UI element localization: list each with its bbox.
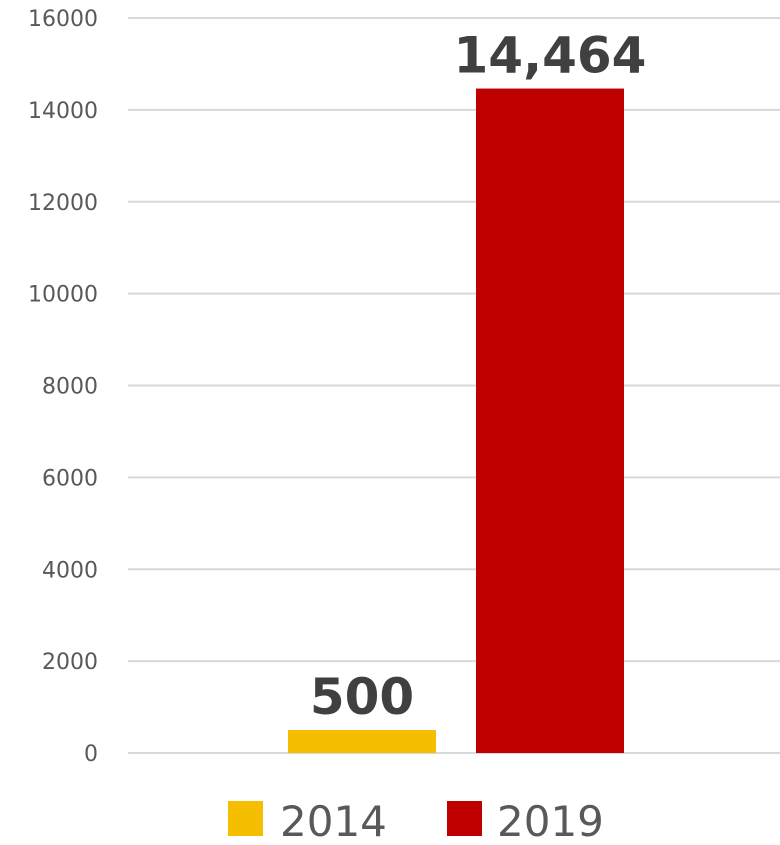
legend-label-2019: 2019 [497, 797, 604, 845]
bar-2014 [288, 730, 436, 753]
y-tick-label-0: 0 [84, 742, 98, 767]
data-label-2014: 500 [310, 668, 414, 726]
y-tick-label-12000: 12000 [28, 191, 98, 216]
y-tick-label-10000: 10000 [28, 283, 98, 308]
data-label-2019: 14,464 [454, 27, 647, 85]
legend-item-2019: 2019 [447, 797, 604, 845]
y-tick-label-8000: 8000 [42, 375, 98, 400]
y-tick-label-16000: 16000 [28, 7, 98, 32]
legend-swatch-2014 [228, 801, 263, 836]
legend-label-2014: 2014 [280, 797, 387, 845]
bar-2019 [476, 88, 624, 753]
bars [288, 88, 624, 753]
y-axis-tick-labels: 0 2000 4000 6000 8000 10000 12000 14000 16000 [28, 7, 98, 767]
gridlines [128, 17, 780, 754]
legend-item-2014: 2014 [228, 797, 387, 845]
y-tick-label-6000: 6000 [42, 466, 98, 491]
data-labels: 500 14,464 [310, 27, 647, 726]
legend: 2014 2019 [228, 797, 604, 845]
y-tick-label-2000: 2000 [42, 650, 98, 675]
y-tick-label-4000: 4000 [42, 558, 98, 583]
legend-swatch-2019 [447, 801, 482, 836]
y-tick-label-14000: 14000 [28, 99, 98, 124]
